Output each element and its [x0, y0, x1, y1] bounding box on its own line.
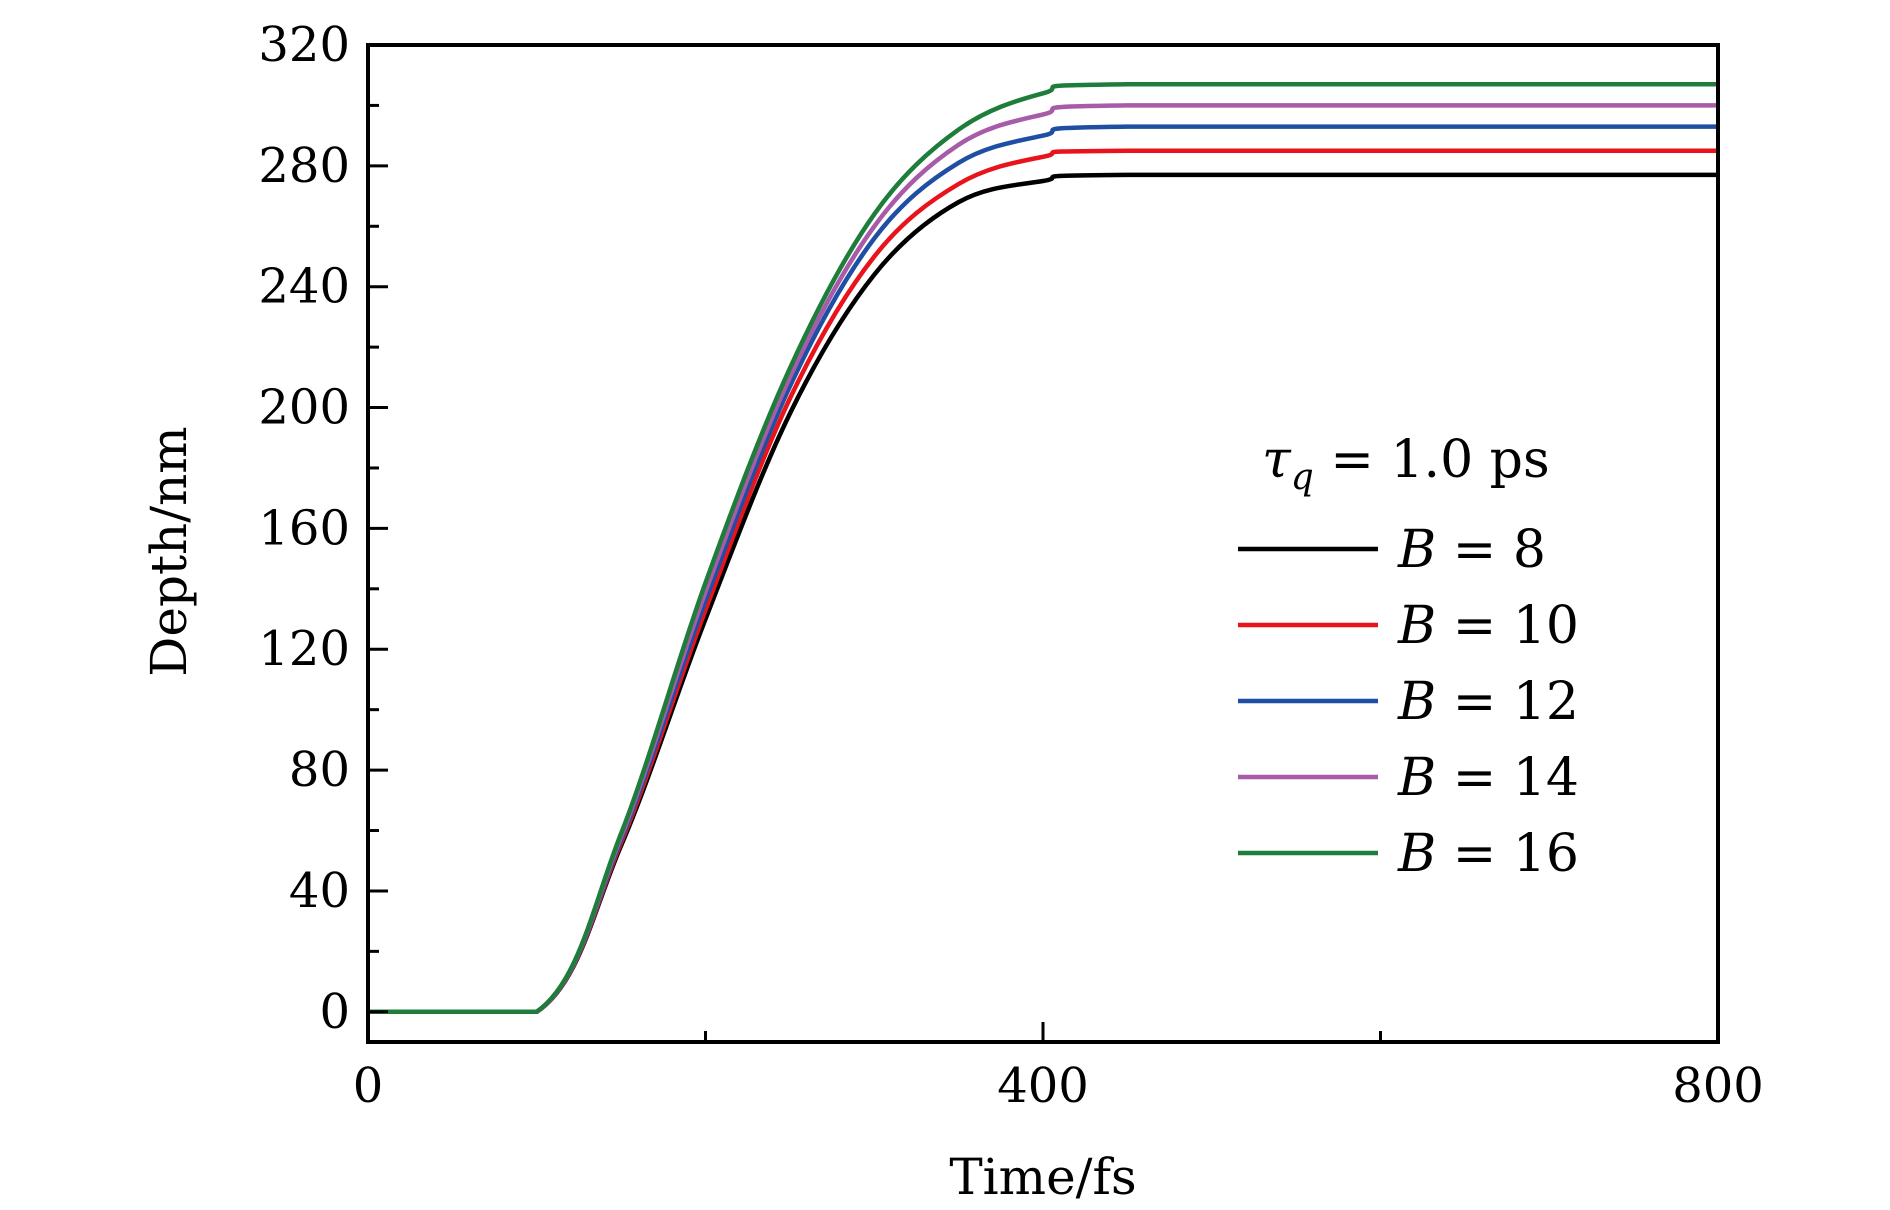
legend-label-2: B = 12 — [1397, 672, 1579, 732]
x-tick-label: 0 — [353, 1058, 384, 1114]
legend-label-4: B = 16 — [1397, 824, 1579, 884]
y-tick-label: 40 — [289, 863, 350, 919]
plot-area — [368, 82, 1718, 1015]
x-tick-label: 800 — [1672, 1058, 1764, 1114]
y-tick-label: 200 — [258, 380, 350, 436]
x-tick-label: 400 — [997, 1058, 1089, 1114]
legend-label-1: B = 10 — [1397, 596, 1579, 656]
series-lines — [368, 82, 1718, 1015]
legend-label-3: B = 14 — [1397, 748, 1579, 808]
y-tick-label: 240 — [258, 259, 350, 315]
legend: τq = 1.0 ps B = 8 B = 10 B = 12 B = 14 B = 16 — [1238, 430, 1579, 884]
series-line-4 — [368, 82, 1718, 1015]
legend-title: τq = 1.0 ps — [1262, 430, 1550, 498]
y-tick-label: 280 — [258, 138, 350, 194]
y-axis-title: Depth/nm — [140, 426, 198, 676]
axes: 0 400 800 0 40 80 120 160 200 240 280 320 — [258, 17, 1763, 1114]
y-tick-label: 320 — [258, 17, 350, 73]
y-tick-label: 0 — [319, 984, 350, 1040]
x-axis-title: Time/fs — [949, 1148, 1136, 1205]
legend-label-0: B = 8 — [1397, 520, 1546, 580]
series-line-0 — [368, 172, 1718, 1015]
y-tick-label: 120 — [258, 621, 350, 677]
y-tick-label: 160 — [258, 500, 350, 556]
y-tick-label: 80 — [289, 742, 350, 798]
